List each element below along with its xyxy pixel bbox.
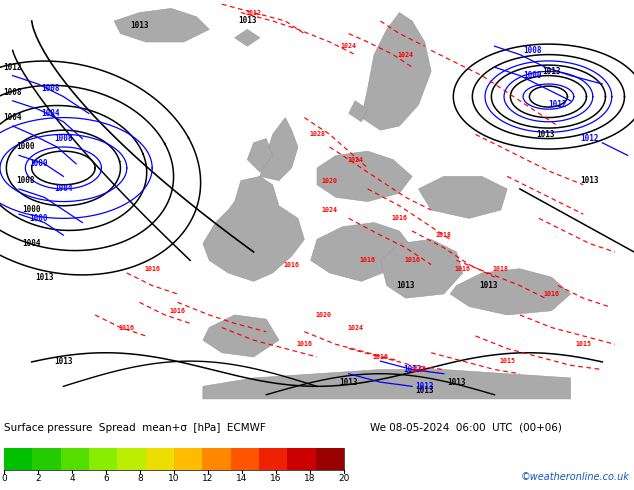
Polygon shape — [450, 269, 571, 315]
Bar — [4, 448, 344, 470]
Bar — [4, 448, 32, 470]
Text: 18: 18 — [304, 474, 316, 483]
Polygon shape — [311, 222, 412, 281]
Text: 1016: 1016 — [391, 216, 408, 221]
Bar — [89, 448, 117, 470]
Text: 1016: 1016 — [169, 308, 186, 314]
Polygon shape — [418, 176, 507, 219]
Text: 16: 16 — [270, 474, 281, 483]
Bar — [287, 448, 316, 470]
Text: 1012: 1012 — [3, 63, 22, 72]
Text: 1012: 1012 — [580, 134, 599, 143]
Bar — [202, 448, 231, 470]
Text: 14: 14 — [236, 474, 248, 483]
Text: 1028: 1028 — [309, 131, 325, 137]
Text: 1016: 1016 — [359, 257, 376, 263]
Text: 1012: 1012 — [403, 365, 422, 374]
Polygon shape — [349, 101, 368, 122]
Text: 1008: 1008 — [54, 134, 73, 143]
Polygon shape — [317, 151, 412, 201]
Text: 1016: 1016 — [119, 324, 135, 331]
Text: 1000: 1000 — [22, 205, 41, 215]
Text: 1018: 1018 — [493, 266, 509, 272]
Polygon shape — [361, 13, 431, 130]
Text: 1008: 1008 — [16, 176, 35, 185]
Text: 1013: 1013 — [54, 357, 73, 366]
Text: 1013: 1013 — [542, 67, 561, 76]
Polygon shape — [114, 8, 209, 42]
Polygon shape — [203, 315, 279, 357]
Text: 20: 20 — [339, 474, 350, 483]
Text: 1013: 1013 — [479, 281, 498, 290]
Text: 1024: 1024 — [398, 51, 414, 58]
Text: 1012: 1012 — [245, 10, 262, 16]
Text: 1013: 1013 — [130, 21, 149, 30]
Text: 1013: 1013 — [238, 17, 257, 25]
Polygon shape — [235, 29, 260, 46]
Bar — [61, 448, 89, 470]
Text: 4: 4 — [69, 474, 75, 483]
Text: 1024: 1024 — [347, 157, 363, 163]
Text: 2: 2 — [36, 474, 41, 483]
Text: 1016: 1016 — [543, 291, 560, 297]
Text: ©weatheronline.co.uk: ©weatheronline.co.uk — [521, 472, 630, 482]
Bar — [32, 448, 61, 470]
Text: 1024: 1024 — [340, 43, 357, 49]
Text: 12: 12 — [202, 474, 214, 483]
Text: 1020: 1020 — [315, 312, 332, 318]
Text: 6: 6 — [103, 474, 109, 483]
Bar — [316, 448, 344, 470]
Text: 1004: 1004 — [41, 109, 60, 118]
Text: 1016: 1016 — [144, 266, 160, 272]
Bar — [231, 448, 259, 470]
Polygon shape — [203, 369, 571, 399]
Text: 1008: 1008 — [3, 88, 22, 97]
Text: 1000: 1000 — [16, 143, 35, 151]
Text: Surface pressure  Spread  mean+σ  [hPa]  ECMWF: Surface pressure Spread mean+σ [hPa] ECM… — [4, 423, 266, 433]
Text: 1013: 1013 — [580, 176, 599, 185]
Text: 1016: 1016 — [372, 354, 389, 360]
Bar — [117, 448, 146, 470]
Polygon shape — [260, 118, 298, 181]
Text: 1008: 1008 — [41, 84, 60, 93]
Text: 1024: 1024 — [321, 207, 338, 213]
Text: 1020: 1020 — [321, 177, 338, 184]
Text: 1016: 1016 — [455, 266, 471, 272]
Text: 1016: 1016 — [410, 367, 427, 372]
Polygon shape — [247, 139, 273, 172]
Text: 1016: 1016 — [296, 342, 313, 347]
Text: 1004: 1004 — [54, 184, 73, 194]
Bar — [259, 448, 287, 470]
Text: 1013: 1013 — [536, 130, 555, 139]
Text: 0: 0 — [1, 474, 7, 483]
Text: 1012: 1012 — [548, 100, 567, 109]
Text: 1013: 1013 — [415, 386, 434, 395]
Bar — [174, 448, 202, 470]
Text: 1004: 1004 — [3, 113, 22, 122]
Text: 1013: 1013 — [35, 272, 54, 282]
Bar — [146, 448, 174, 470]
Text: 1016: 1016 — [283, 262, 300, 268]
Text: 1008: 1008 — [523, 46, 542, 55]
Text: 1013: 1013 — [339, 378, 358, 387]
Text: 1013: 1013 — [447, 378, 466, 387]
Text: 1004: 1004 — [22, 239, 41, 248]
Text: 1016: 1016 — [404, 257, 420, 263]
Text: 1013: 1013 — [396, 281, 415, 290]
Text: 8: 8 — [137, 474, 143, 483]
Polygon shape — [203, 176, 304, 281]
Polygon shape — [380, 239, 463, 298]
Text: We 08-05-2024  06:00  UTC  (00+06): We 08-05-2024 06:00 UTC (00+06) — [370, 423, 562, 433]
Text: 1018: 1018 — [436, 232, 452, 238]
Text: 1024: 1024 — [347, 324, 363, 331]
Text: 1000: 1000 — [29, 159, 48, 168]
Text: 1000: 1000 — [29, 214, 48, 223]
Text: 10: 10 — [168, 474, 180, 483]
Text: 1015: 1015 — [575, 342, 592, 347]
Text: 1013: 1013 — [415, 382, 434, 391]
Text: 1000: 1000 — [523, 71, 542, 80]
Text: 1015: 1015 — [499, 358, 515, 364]
